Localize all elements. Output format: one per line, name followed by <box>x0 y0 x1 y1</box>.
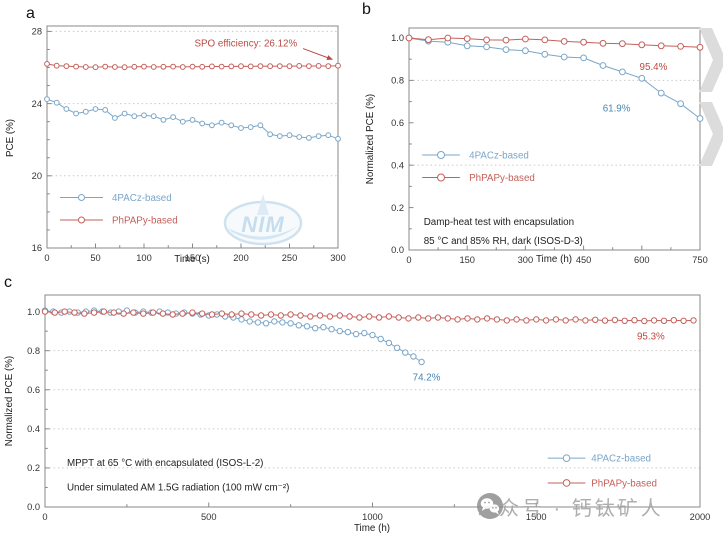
annotation-74-2-: 74.2% <box>413 372 441 383</box>
legend-item-PhPAPy-based: PhPAPy-based <box>547 478 657 489</box>
y-axis-title-b: Normalized PCE (%) <box>365 94 376 184</box>
nim-logo-swoosh <box>228 226 298 240</box>
x-tick-label: 200 <box>233 253 249 263</box>
x-tick-label: 750 <box>692 255 708 265</box>
panel-label-c: c <box>4 274 12 291</box>
inner-text: Damp-heat test with encapsulation <box>424 217 574 228</box>
y-axis-title-c: Normalized PCE (%) <box>4 356 15 446</box>
y-tick-label: 0.2 <box>27 463 40 473</box>
x-tick-label: 1500 <box>526 512 547 522</box>
y-tick-label: 0.8 <box>27 346 40 356</box>
y-tick-label: 0.4 <box>27 424 40 434</box>
x-tick-label: 100 <box>136 253 152 263</box>
chevron-watermark-top <box>699 28 723 92</box>
inner-text: Under simulated AM 1.5G radiation (100 m… <box>67 482 289 493</box>
x-tick-label: 2000 <box>690 512 711 522</box>
legend-item-PhPAPy-based: PhPAPy-based <box>59 215 178 226</box>
series-line-PhPAPy-based <box>408 37 701 48</box>
series-markers-PhPAPy-based <box>44 61 341 71</box>
annotation-95-4-: 95.4% <box>640 62 668 73</box>
panel-label-b: b <box>362 1 371 18</box>
y-tick-label: 0.4 <box>391 160 404 170</box>
y-tick-label: 28 <box>32 27 42 37</box>
y-tick-label: 24 <box>32 99 42 109</box>
chart-c: 0 500 1000 1500 2000 0.0 0.2 0.4 0.6 0.8 1.0 4PACz-… <box>4 274 710 534</box>
y-tick-label: 0.6 <box>391 118 404 128</box>
legend-label: PhPAPy-based <box>469 173 535 184</box>
y-tick-label: 0.8 <box>391 76 404 86</box>
y-tick-label: 0.0 <box>391 245 404 255</box>
y-tick-label: 20 <box>32 171 42 181</box>
x-tick-label: 300 <box>518 255 534 265</box>
legend-item-PhPAPy-based: PhPAPy-based <box>422 173 535 184</box>
x-tick-label: 0 <box>42 512 47 522</box>
chart-b: 0 150 300 450 600 750 0.0 0.2 0.4 0.6 0.8 1.0 4PACz-… <box>362 1 708 265</box>
x-tick-label: 1000 <box>362 512 383 522</box>
x-tick-label: 150 <box>185 253 201 263</box>
nim-logo-sail <box>257 194 269 215</box>
x-axis-title-c: Time (h) <box>354 523 390 534</box>
x-axis-title-a: Time (s) <box>174 254 210 265</box>
y-axis-title-a: PCE (%) <box>5 119 16 157</box>
x-tick-label: 150 <box>459 255 475 265</box>
annotation-61-9-: 61.9% <box>603 103 631 114</box>
legend-label: 4PACz-based <box>469 150 529 161</box>
legend-item-4PACz-based: 4PACz-based <box>547 454 651 465</box>
x-tick-label: 0 <box>44 253 49 263</box>
x-tick-label: 500 <box>201 512 217 522</box>
annotation-SPO-efficiency-26-12-: SPO efficiency: 26.12% <box>194 39 297 50</box>
panel-label-a: a <box>26 5 35 22</box>
y-tick-label: 16 <box>32 243 42 253</box>
axis-ticks-a: 0 50 100 150 200 250 300 16 20 24 28 <box>32 27 346 263</box>
legend-label: PhPAPy-based <box>591 478 657 489</box>
annotation-95-3-: 95.3% <box>637 331 665 342</box>
legend-label: 4PACz-based <box>591 454 651 465</box>
x-tick-label: 450 <box>576 255 592 265</box>
legend-item-4PACz-based: 4PACz-based <box>422 150 529 161</box>
y-tick-label: 0.6 <box>27 385 40 395</box>
inner-text: MPPT at 65 °C with encapsulated (ISOS-L-… <box>67 458 264 469</box>
series-line-4PACz-based <box>408 37 701 119</box>
plot-frame-c <box>44 294 701 508</box>
nim-logo-text: NIM <box>241 212 284 237</box>
chart-a: 0 50 100 150 200 250 300 16 20 24 28 4PACz-based PhP… <box>5 5 346 265</box>
y-tick-label: 1.0 <box>391 33 404 43</box>
y-tick-label: 0.0 <box>27 502 40 512</box>
y-tick-label: 1.0 <box>27 307 40 317</box>
x-tick-label: 300 <box>330 253 346 263</box>
x-tick-label: 250 <box>282 253 298 263</box>
inner-text: 85 °C and 85% RH, dark (ISOS-D-3) <box>424 236 583 247</box>
legend-label: 4PACz-based <box>112 193 172 204</box>
annotation-arrow <box>302 48 333 61</box>
series-markers-4PACz-based <box>44 96 341 142</box>
series-markers-PhPAPy-based <box>41 308 697 325</box>
nim-logo-watermark: NIM <box>223 194 303 246</box>
x-tick-label: 0 <box>406 255 411 265</box>
watermarks-layer: NIM <box>223 28 723 246</box>
series-markers-4PACz-based <box>405 34 704 122</box>
y-tick-label: 0.2 <box>391 203 404 213</box>
legend-label: PhPAPy-based <box>112 215 178 226</box>
x-tick-label: 600 <box>634 255 650 265</box>
chevron-watermark-bottom <box>699 102 723 166</box>
x-tick-label: 50 <box>90 253 100 263</box>
x-axis-title-b: Time (h) <box>536 254 572 265</box>
axis-ticks-c: 0 500 1000 1500 2000 0.0 0.2 0.4 0.6 0.8 1.0 <box>27 307 710 522</box>
series-markers-PhPAPy-based <box>405 34 704 51</box>
legend-item-4PACz-based: 4PACz-based <box>59 193 172 204</box>
